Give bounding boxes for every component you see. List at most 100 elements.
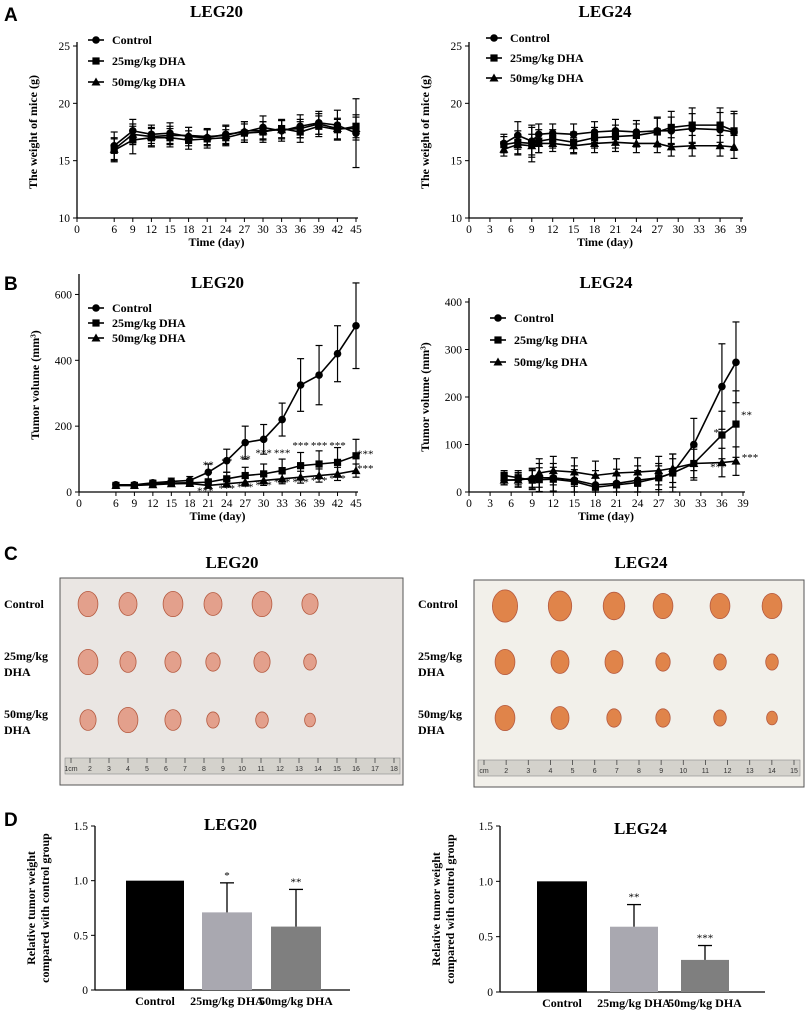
x-tick-label: Control (135, 994, 175, 1008)
x-tick-label: 36 (295, 498, 307, 510)
x-tick-label: 30 (257, 224, 269, 236)
x-axis-label: Time (day) (577, 235, 633, 249)
legend-marker (490, 34, 498, 42)
x-tick-label: 36 (714, 224, 726, 236)
tumor-sample (494, 704, 516, 732)
x-tick-label: 3 (487, 498, 493, 510)
ruler (64, 757, 401, 775)
data-point (185, 478, 195, 487)
legend-label: 50mg/kg DHA (112, 75, 186, 89)
x-tick-label: 6 (508, 498, 514, 510)
y-tick-label: 0 (456, 487, 462, 499)
y-tick-label: 1.0 (74, 876, 89, 888)
y-tick-label: 25 (59, 41, 71, 53)
x-tick-label: 39 (313, 498, 325, 510)
data-point (241, 471, 249, 480)
y-tick-label: 15 (59, 156, 71, 168)
data-point (534, 138, 544, 147)
ruler-label: 8 (637, 768, 641, 775)
data-point (314, 119, 324, 128)
data-point (527, 141, 537, 150)
y-axis-label: Relative tumor weight (24, 851, 38, 965)
tumor-sample (602, 591, 626, 621)
x-tick-label: 9 (529, 224, 535, 236)
data-point (277, 125, 287, 134)
ruler-label: 5 (571, 768, 575, 775)
data-point (352, 452, 360, 460)
tumor-sample (255, 711, 269, 729)
y-axis-label: The weight of mice (g) (418, 75, 432, 189)
significance-label: *** (292, 476, 309, 488)
bar (271, 926, 321, 990)
ruler-label: 11 (257, 766, 264, 773)
tumor-sample (766, 710, 778, 726)
tumor-sample (765, 653, 779, 671)
data-point (332, 124, 342, 133)
ruler-label: 15 (790, 768, 798, 775)
panel-label-B: B (4, 274, 18, 295)
row-label: DHA (418, 665, 445, 679)
data-point (202, 132, 212, 141)
data-point (633, 467, 643, 476)
significance-label: *** (197, 486, 214, 498)
x-tick-label: 39 (735, 224, 747, 236)
y-tick-label: 20 (59, 98, 71, 110)
y-tick-label: 0.5 (74, 930, 89, 942)
y-tick-label: 400 (445, 297, 463, 309)
panel-label-A: A (4, 5, 18, 26)
x-tick-label: 42 (332, 224, 344, 236)
data-point (653, 128, 661, 136)
tumor-sample (713, 709, 727, 727)
data-point (351, 466, 361, 475)
series-square (500, 390, 740, 493)
y-tick-label: 200 (55, 421, 73, 433)
x-tick-label: 36 (716, 498, 728, 510)
bar (681, 959, 729, 992)
ruler-label: 18 (390, 766, 398, 773)
legend-label: 25mg/kg DHA (112, 54, 186, 68)
legend-label: 50mg/kg DHA (112, 331, 186, 345)
significance-label: *** (274, 476, 291, 488)
legend-label: 50mg/kg DHA (514, 355, 588, 369)
chart-D-LEG24: LEG24 0 0.5 1.0 1.5 Relative tumor weight comp… (429, 819, 765, 1010)
ruler-label: 11 (702, 768, 709, 775)
tumor-sample (162, 590, 184, 618)
data-point (569, 467, 579, 476)
tumor-sample (117, 706, 139, 734)
tumor-sample (709, 592, 731, 620)
significance-label: *** (742, 452, 759, 464)
photo-C-LEG20: LEG20 Control 25mg/kg DHA 50mg/kg DHA 1cm 2 3 4 5 6… (4, 553, 404, 786)
ruler-label: 9 (659, 768, 663, 775)
y-tick-label: 15 (451, 156, 463, 168)
data-point (352, 321, 360, 330)
tumor-sample (77, 648, 99, 676)
significance-label: ** (221, 456, 232, 468)
bar (610, 926, 658, 992)
legend-label: 25mg/kg DHA (112, 316, 186, 330)
panel-label-C: C (4, 544, 18, 565)
x-tick-label: 24 (220, 224, 232, 236)
row-label: 25mg/kg (418, 649, 462, 663)
x-tick-label: 15 (568, 224, 580, 236)
data-point (129, 480, 139, 489)
bar (126, 880, 184, 990)
data-point (612, 468, 622, 477)
tumor-sample (251, 590, 273, 618)
x-tick-label: Control (542, 996, 582, 1010)
legend-marker (494, 336, 502, 344)
data-point (109, 144, 119, 153)
row-label: DHA (4, 665, 31, 679)
x-tick-label: 21 (201, 224, 213, 236)
ruler-label: 5 (145, 766, 149, 773)
tumor-sample (494, 648, 516, 676)
tumor-sample (761, 592, 783, 620)
tumor-sample (713, 653, 727, 671)
significance-label: * (224, 870, 230, 882)
significance-label: *** (357, 448, 374, 460)
legend-marker (494, 314, 502, 322)
y-tick-label: 200 (445, 392, 463, 404)
x-tick-label: 30 (258, 498, 270, 510)
data-point (221, 130, 231, 139)
significance-label: *** (218, 483, 235, 495)
